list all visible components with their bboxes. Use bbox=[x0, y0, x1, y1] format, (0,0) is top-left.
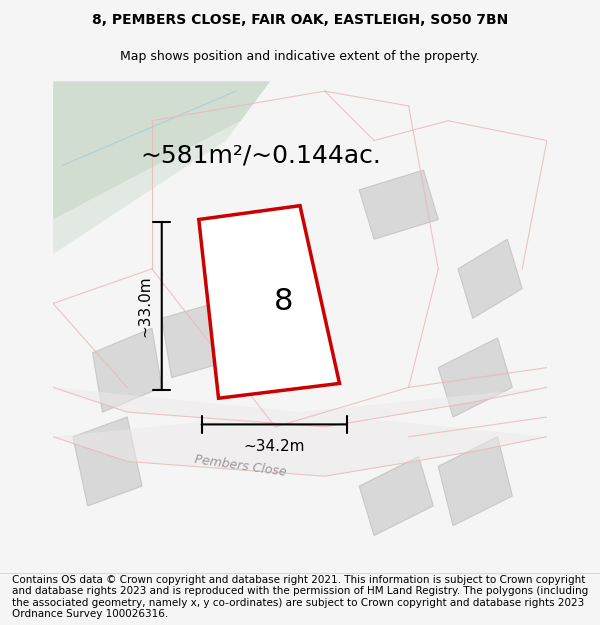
Polygon shape bbox=[162, 299, 241, 378]
Polygon shape bbox=[92, 328, 162, 412]
Text: 8, PEMBERS CLOSE, FAIR OAK, EASTLEIGH, SO50 7BN: 8, PEMBERS CLOSE, FAIR OAK, EASTLEIGH, S… bbox=[92, 13, 508, 28]
Polygon shape bbox=[53, 81, 271, 219]
Polygon shape bbox=[458, 239, 522, 318]
Polygon shape bbox=[199, 206, 340, 398]
Polygon shape bbox=[359, 170, 438, 239]
Text: ~581m²/~0.144ac.: ~581m²/~0.144ac. bbox=[140, 143, 381, 168]
Polygon shape bbox=[73, 417, 142, 506]
Text: Map shows position and indicative extent of the property.: Map shows position and indicative extent… bbox=[120, 51, 480, 63]
Text: ~34.2m: ~34.2m bbox=[244, 439, 305, 454]
Polygon shape bbox=[438, 437, 512, 526]
Polygon shape bbox=[438, 338, 512, 417]
Text: ~33.0m: ~33.0m bbox=[137, 275, 152, 337]
Polygon shape bbox=[53, 388, 547, 476]
Text: 8: 8 bbox=[274, 288, 294, 316]
Text: Pembers Close: Pembers Close bbox=[194, 454, 287, 479]
Polygon shape bbox=[359, 456, 433, 536]
Text: Contains OS data © Crown copyright and database right 2021. This information is : Contains OS data © Crown copyright and d… bbox=[12, 574, 588, 619]
Polygon shape bbox=[53, 121, 241, 254]
